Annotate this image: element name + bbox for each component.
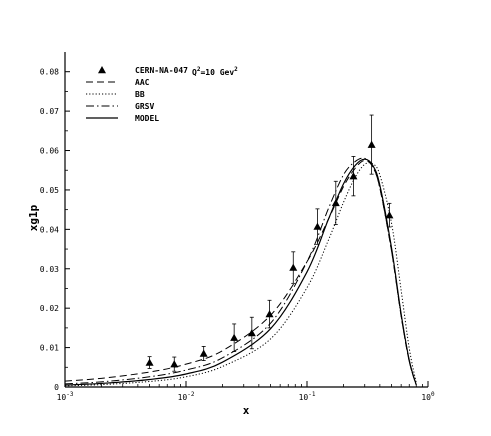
legend-label: AAC (135, 78, 150, 87)
x-tick-label: 10-1 (299, 391, 316, 402)
series-line-grsv (64, 157, 417, 386)
annotation-unit-sup: 2 (234, 66, 238, 73)
data-points (145, 114, 394, 372)
y-tick-label: 0.03 (40, 265, 59, 274)
data-point-marker (313, 222, 322, 230)
x-tick-label: 10-3 (57, 391, 74, 402)
data-point-marker (331, 198, 340, 207)
y-tick-label: 0.08 (40, 68, 59, 77)
x-tick-label: 10-2 (178, 391, 195, 402)
legend-label: BB (135, 90, 145, 99)
x-axis-ticks: 10-3 10-2 10-1 100 (57, 381, 435, 402)
y-tick-label: 0.04 (40, 225, 59, 234)
x-axis-title: x (243, 404, 250, 417)
data-point-marker (289, 263, 298, 271)
plot-area (64, 52, 428, 388)
x-tick-label: 100 (421, 391, 435, 402)
annotation-q-sup: 2 (197, 66, 201, 73)
legend-label: CERN-NA-047 (135, 66, 188, 75)
series-line-bb (64, 162, 417, 387)
data-point-marker (367, 140, 376, 148)
series-line-model (64, 158, 417, 386)
data-point-marker (385, 211, 394, 219)
data-point-marker (170, 360, 179, 368)
y-axis-ticks: 0 0.01 0.02 0.03 0.04 0.05 0.06 0.07 0.08 (40, 68, 70, 392)
y-axis-title: xg1p (27, 204, 40, 231)
y-tick-label: 0.02 (40, 304, 59, 313)
annotation-mid: =10 Gev (200, 68, 234, 77)
data-point-marker (247, 329, 256, 337)
y-tick-label: 0.05 (40, 186, 59, 195)
y-tick-label: 0.01 (40, 344, 59, 353)
y-tick-label: 0.06 (40, 147, 59, 156)
data-point-marker (199, 349, 208, 357)
data-point-marker (265, 310, 274, 318)
series-lines (64, 157, 417, 387)
legend-annotation: Q2=10 Gev2 (192, 66, 238, 77)
legend-marker-triangle (98, 66, 106, 74)
annotation-q: Q (192, 68, 197, 77)
data-point-marker (145, 358, 154, 366)
y-tick-label: 0.07 (40, 107, 59, 116)
legend-label: GRSV (135, 102, 154, 111)
y-tick-label: 0 (54, 383, 59, 392)
data-point-marker (349, 172, 358, 180)
data-point-marker (230, 333, 239, 341)
legend-label: MODEL (135, 114, 159, 123)
